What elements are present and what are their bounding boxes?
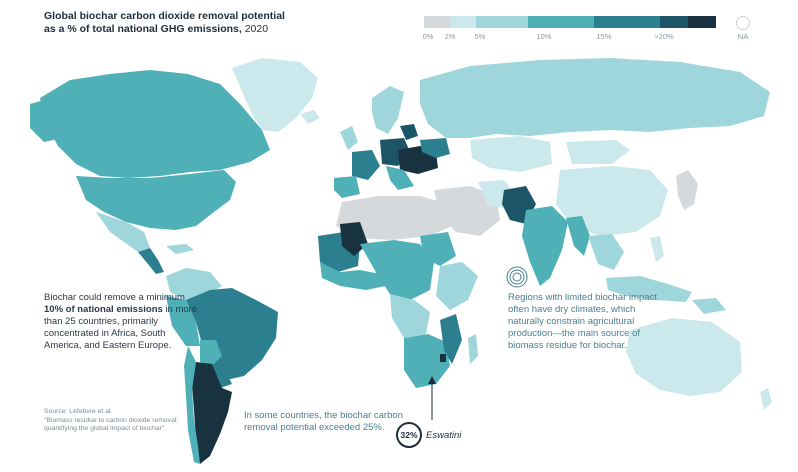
legend-swatch-2-5 bbox=[476, 16, 528, 28]
region-congo bbox=[390, 294, 430, 338]
region-ukraine bbox=[420, 138, 450, 158]
legend-swatch-5-10 bbox=[528, 16, 594, 28]
title-year: 2020 bbox=[244, 23, 269, 35]
legend-tick-0: 0% bbox=[422, 32, 434, 41]
region-scandinavia bbox=[372, 86, 404, 134]
region-italy-balkans bbox=[386, 166, 414, 190]
legend-tick-15: 15% bbox=[596, 32, 612, 41]
legend: 0% 2% 5% 10% 15% >20% NA bbox=[422, 16, 764, 46]
callout-left-post: in more than 25 countries, primarily con… bbox=[44, 304, 198, 351]
region-kazakhstan bbox=[470, 136, 552, 172]
region-china bbox=[556, 166, 668, 236]
region-uk bbox=[340, 126, 358, 150]
region-australia bbox=[626, 318, 742, 396]
legend-tick-2: 2% bbox=[444, 32, 456, 41]
eswatini-label: Eswatini bbox=[426, 430, 462, 441]
region-peru bbox=[166, 296, 200, 346]
legend-swatch-15-20 bbox=[660, 16, 688, 28]
region-philippines bbox=[650, 236, 664, 262]
title-line1: Global biochar carbon dioxide removal po… bbox=[44, 10, 285, 22]
legend-na-swatch bbox=[736, 16, 750, 30]
region-alaska bbox=[30, 96, 68, 142]
region-iceland bbox=[300, 110, 320, 124]
region-paraguay bbox=[212, 364, 232, 388]
legend-tick-10: 10% bbox=[536, 32, 552, 41]
region-mozambique bbox=[440, 314, 462, 364]
callout-left-pre: Biochar could remove a minimum bbox=[44, 292, 185, 303]
region-india bbox=[522, 206, 568, 286]
region-caribbean bbox=[166, 244, 194, 254]
region-canada bbox=[40, 70, 270, 178]
region-greenland bbox=[232, 58, 318, 132]
region-usa bbox=[76, 170, 236, 230]
region-west-africa-coast bbox=[320, 262, 386, 290]
region-argentina bbox=[192, 362, 232, 464]
legend-swatch-0 bbox=[424, 16, 450, 28]
source-line1: Source: Lefebvre et al. bbox=[44, 408, 113, 415]
legend-na-label: NA bbox=[737, 32, 749, 41]
region-central-africa bbox=[360, 240, 434, 300]
region-france bbox=[352, 150, 380, 180]
legend-swatch-0-2 bbox=[450, 16, 476, 28]
map-title: Global biochar carbon dioxide removal po… bbox=[44, 10, 344, 36]
source-note: Source: Lefebvre et al. "Biomass residue… bbox=[44, 408, 194, 434]
region-eswatini bbox=[440, 354, 446, 362]
region-southern-africa bbox=[404, 334, 450, 388]
callout-left-bold: 10% of national emissions bbox=[44, 304, 163, 315]
region-bolivia bbox=[200, 340, 222, 366]
callout-exceeded-25: In some countries, the biochar carbon re… bbox=[244, 410, 403, 433]
region-mexico bbox=[96, 212, 150, 252]
source-line2: "Biomass residue to carbon dioxide remov… bbox=[44, 416, 179, 433]
region-chile bbox=[184, 346, 200, 464]
eswatini-value-badge: 32% bbox=[396, 422, 422, 448]
region-madagascar bbox=[468, 334, 478, 364]
region-japan-korea bbox=[676, 170, 698, 210]
legend-tick-5: 5% bbox=[474, 32, 486, 41]
legend-swatch-10-15 bbox=[594, 16, 660, 28]
region-bangladesh-myanmar bbox=[566, 216, 590, 256]
legend-swatch-20plus bbox=[688, 16, 716, 28]
region-east-africa bbox=[436, 262, 478, 310]
eswatini-pointer-arrow bbox=[428, 376, 436, 384]
region-new-zealand bbox=[760, 388, 772, 410]
region-papua bbox=[692, 298, 726, 314]
target-rings-icon bbox=[506, 266, 528, 288]
callout-emissions: Biochar could remove a minimum 10% of na… bbox=[44, 292, 204, 352]
region-iberia bbox=[334, 176, 360, 198]
region-baltics bbox=[400, 124, 418, 140]
region-central-america bbox=[138, 248, 164, 274]
region-indonesia bbox=[606, 276, 692, 302]
callout-dry-climates: Regions with limited biochar impact ofte… bbox=[508, 292, 657, 351]
region-mali bbox=[340, 222, 368, 256]
region-southeast-asia bbox=[588, 234, 624, 270]
region-russia bbox=[420, 58, 770, 138]
region-north-africa bbox=[336, 196, 452, 240]
legend-tick-20plus: >20% bbox=[654, 32, 674, 41]
title-line2: as a % of total national GHG emissions, bbox=[44, 23, 242, 35]
region-mongolia bbox=[566, 140, 630, 164]
region-sudan bbox=[420, 232, 456, 266]
